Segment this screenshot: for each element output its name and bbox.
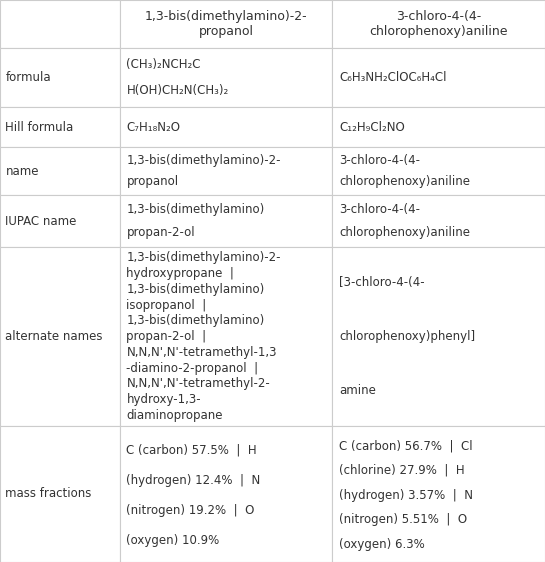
Text: (oxygen) 10.9%: (oxygen) 10.9% xyxy=(126,534,220,547)
Bar xyxy=(120,0,332,48)
Text: 1,3-bis(dimethylamino): 1,3-bis(dimethylamino) xyxy=(126,314,265,327)
Text: N,N,N',N'-tetramethyl-2-: N,N,N',N'-tetramethyl-2- xyxy=(126,378,270,391)
Text: mass fractions: mass fractions xyxy=(5,487,92,500)
Bar xyxy=(332,147,545,195)
Text: name: name xyxy=(5,165,39,178)
Text: formula: formula xyxy=(5,71,51,84)
Text: Hill formula: Hill formula xyxy=(5,121,74,134)
Bar xyxy=(0,247,120,425)
Bar xyxy=(0,0,120,48)
Text: chlorophenoxy)aniline: chlorophenoxy)aniline xyxy=(339,226,470,239)
Text: propan-2-ol: propan-2-ol xyxy=(126,226,195,239)
Text: propan-2-ol  |: propan-2-ol | xyxy=(126,330,207,343)
Text: 1,3-bis(dimethylamino): 1,3-bis(dimethylamino) xyxy=(126,203,265,216)
Text: N,N,N',N'-tetramethyl-1,3: N,N,N',N'-tetramethyl-1,3 xyxy=(126,346,277,359)
Text: hydroxy-1,3-: hydroxy-1,3- xyxy=(126,393,201,406)
Text: (chlorine) 27.9%  |  H: (chlorine) 27.9% | H xyxy=(339,464,465,477)
Bar xyxy=(332,48,545,107)
Bar xyxy=(332,107,545,147)
Bar xyxy=(332,247,545,425)
Text: hydroxypropane  |: hydroxypropane | xyxy=(126,267,234,280)
Text: C (carbon) 56.7%  |  Cl: C (carbon) 56.7% | Cl xyxy=(339,439,473,452)
Text: 1,3-bis(dimethylamino): 1,3-bis(dimethylamino) xyxy=(126,283,265,296)
Text: C (carbon) 57.5%  |  H: C (carbon) 57.5% | H xyxy=(126,443,257,456)
Text: propanol: propanol xyxy=(126,175,179,188)
Text: 3-chloro-4-(4-: 3-chloro-4-(4- xyxy=(339,203,420,216)
Text: amine: amine xyxy=(339,384,376,397)
Text: alternate names: alternate names xyxy=(5,330,103,343)
Text: (oxygen) 6.3%: (oxygen) 6.3% xyxy=(339,538,425,551)
Bar xyxy=(332,425,545,562)
Text: C₁₂H₉Cl₂NO: C₁₂H₉Cl₂NO xyxy=(339,121,405,134)
Bar xyxy=(120,147,332,195)
Text: C₆H₃NH₂ClOC₆H₄Cl: C₆H₃NH₂ClOC₆H₄Cl xyxy=(339,71,446,84)
Bar xyxy=(120,195,332,247)
Text: 3-chloro-4-(4-: 3-chloro-4-(4- xyxy=(339,155,420,167)
Text: 1,3-bis(dimethylamino)-2-
propanol: 1,3-bis(dimethylamino)-2- propanol xyxy=(145,10,307,38)
Bar xyxy=(0,195,120,247)
Bar xyxy=(120,247,332,425)
Bar xyxy=(332,195,545,247)
Bar xyxy=(0,107,120,147)
Text: -diamino-2-propanol  |: -diamino-2-propanol | xyxy=(126,361,258,375)
Text: 1,3-bis(dimethylamino)-2-: 1,3-bis(dimethylamino)-2- xyxy=(126,251,281,264)
Text: diaminopropane: diaminopropane xyxy=(126,409,223,422)
Text: [3-chloro-4-(4-: [3-chloro-4-(4- xyxy=(339,276,425,289)
Text: 3-chloro-4-(4-
chlorophenoxy)aniline: 3-chloro-4-(4- chlorophenoxy)aniline xyxy=(370,10,508,38)
Bar xyxy=(120,48,332,107)
Bar xyxy=(0,425,120,562)
Text: C₇H₁₈N₂O: C₇H₁₈N₂O xyxy=(126,121,180,134)
Text: chlorophenoxy)aniline: chlorophenoxy)aniline xyxy=(339,175,470,188)
Text: 1,3-bis(dimethylamino)-2-: 1,3-bis(dimethylamino)-2- xyxy=(126,155,281,167)
Text: chlorophenoxy)phenyl]: chlorophenoxy)phenyl] xyxy=(339,330,475,343)
Bar xyxy=(0,147,120,195)
Bar xyxy=(120,107,332,147)
Bar xyxy=(120,425,332,562)
Bar xyxy=(0,48,120,107)
Text: (CH₃)₂NCH₂C: (CH₃)₂NCH₂C xyxy=(126,58,201,71)
Bar xyxy=(332,0,545,48)
Text: (nitrogen) 19.2%  |  O: (nitrogen) 19.2% | O xyxy=(126,504,255,517)
Text: (hydrogen) 12.4%  |  N: (hydrogen) 12.4% | N xyxy=(126,474,261,487)
Text: H(OH)CH₂N(CH₃)₂: H(OH)CH₂N(CH₃)₂ xyxy=(126,84,229,97)
Text: IUPAC name: IUPAC name xyxy=(5,215,77,228)
Text: (nitrogen) 5.51%  |  O: (nitrogen) 5.51% | O xyxy=(339,513,467,527)
Text: (hydrogen) 3.57%  |  N: (hydrogen) 3.57% | N xyxy=(339,488,473,502)
Text: isopropanol  |: isopropanol | xyxy=(126,298,207,311)
